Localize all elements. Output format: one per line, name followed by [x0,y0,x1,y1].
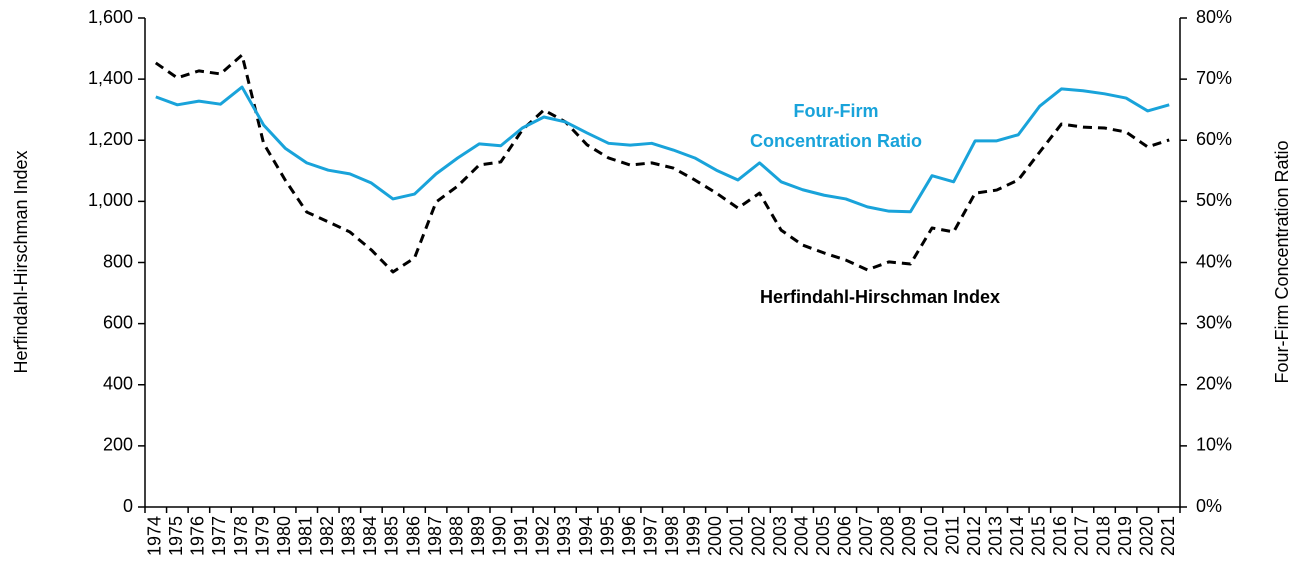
y2-tick-label: 20% [1196,374,1232,394]
x-tick-label: 1992 [533,516,553,556]
x-tick-label: 2020 [1136,516,1156,556]
y2-tick-label: 30% [1196,312,1232,332]
y2-tick-label: 0% [1196,496,1222,516]
y2-axis-label: Four-Firm Concentration Ratio [1272,140,1292,383]
x-tick-label: 2001 [727,516,747,556]
x-tick-label: 1987 [425,516,445,556]
x-tick-label: 2003 [770,516,790,556]
x-tick-label: 1976 [188,516,208,556]
y2-tick-label: 60% [1196,129,1232,149]
series-line [154,53,1170,274]
x-tick-label: 1983 [339,516,359,556]
x-tick-label: 1981 [295,516,315,556]
y-tick-label: 400 [103,374,133,394]
x-tick-label: 1993 [554,516,574,556]
series-annotation: Concentration Ratio [750,131,922,151]
x-tick-label: 2017 [1072,516,1092,556]
x-tick-label: 2016 [1050,516,1070,556]
x-tick-label: 2005 [813,516,833,556]
x-tick-label: 2019 [1115,516,1135,556]
y2-tick-label: 40% [1196,251,1232,271]
y-tick-label: 0 [123,496,133,516]
x-tick-label: 1990 [490,516,510,556]
x-tick-label: 2014 [1007,516,1027,556]
y2-tick-label: 50% [1196,190,1232,210]
y-tick-label: 1,200 [88,129,133,149]
x-tick-label: 2015 [1029,516,1049,556]
x-tick-label: 1985 [382,516,402,556]
x-tick-label: 1998 [662,516,682,556]
y2-tick-label: 10% [1196,435,1232,455]
x-tick-label: 1980 [274,516,294,556]
x-tick-label: 2008 [878,516,898,556]
x-tick-label: 2007 [856,516,876,556]
x-tick-label: 1986 [403,516,423,556]
y-tick-label: 1,000 [88,190,133,210]
y2-tick-label: 70% [1196,68,1232,88]
y-tick-label: 800 [103,251,133,271]
series-annotation: Herfindahl-Hirschman Index [760,287,1000,307]
x-tick-label: 1978 [231,516,251,556]
x-tick-label: 1984 [360,516,380,556]
series-line [155,85,1170,214]
x-tick-label: 1989 [468,516,488,556]
x-tick-label: 2004 [791,516,811,556]
x-tick-label: 2018 [1093,516,1113,556]
x-tick-label: 2011 [942,516,962,555]
x-tick-label: 1997 [640,516,660,556]
x-tick-label: 1994 [576,516,596,556]
y-axis-label: Herfindahl-Hirschman Index [11,150,31,373]
x-tick-label: 1974 [145,516,165,556]
x-tick-label: 1988 [446,516,466,556]
y-tick-label: 600 [103,312,133,332]
y-tick-label: 1,600 [88,7,133,27]
x-tick-label: 1977 [209,516,229,556]
x-tick-label: 2006 [835,516,855,556]
y-tick-label: 1,400 [88,68,133,88]
y-tick-label: 200 [103,435,133,455]
x-tick-label: 2002 [748,516,768,556]
x-tick-label: 2021 [1158,516,1178,556]
x-tick-label: 1991 [511,516,531,556]
x-tick-label: 1999 [684,516,704,556]
x-tick-label: 1982 [317,516,337,556]
x-tick-label: 2010 [921,516,941,556]
x-tick-label: 1995 [597,516,617,556]
x-tick-label: 1979 [252,516,272,556]
x-tick-label: 1996 [619,516,639,556]
x-tick-label: 1975 [166,516,186,556]
x-tick-label: 2013 [985,516,1005,556]
y2-tick-label: 80% [1196,7,1232,27]
x-tick-label: 2000 [705,516,725,556]
series-annotation: Four-Firm [794,101,879,121]
x-tick-label: 2012 [964,516,984,556]
x-tick-label: 2009 [899,516,919,556]
